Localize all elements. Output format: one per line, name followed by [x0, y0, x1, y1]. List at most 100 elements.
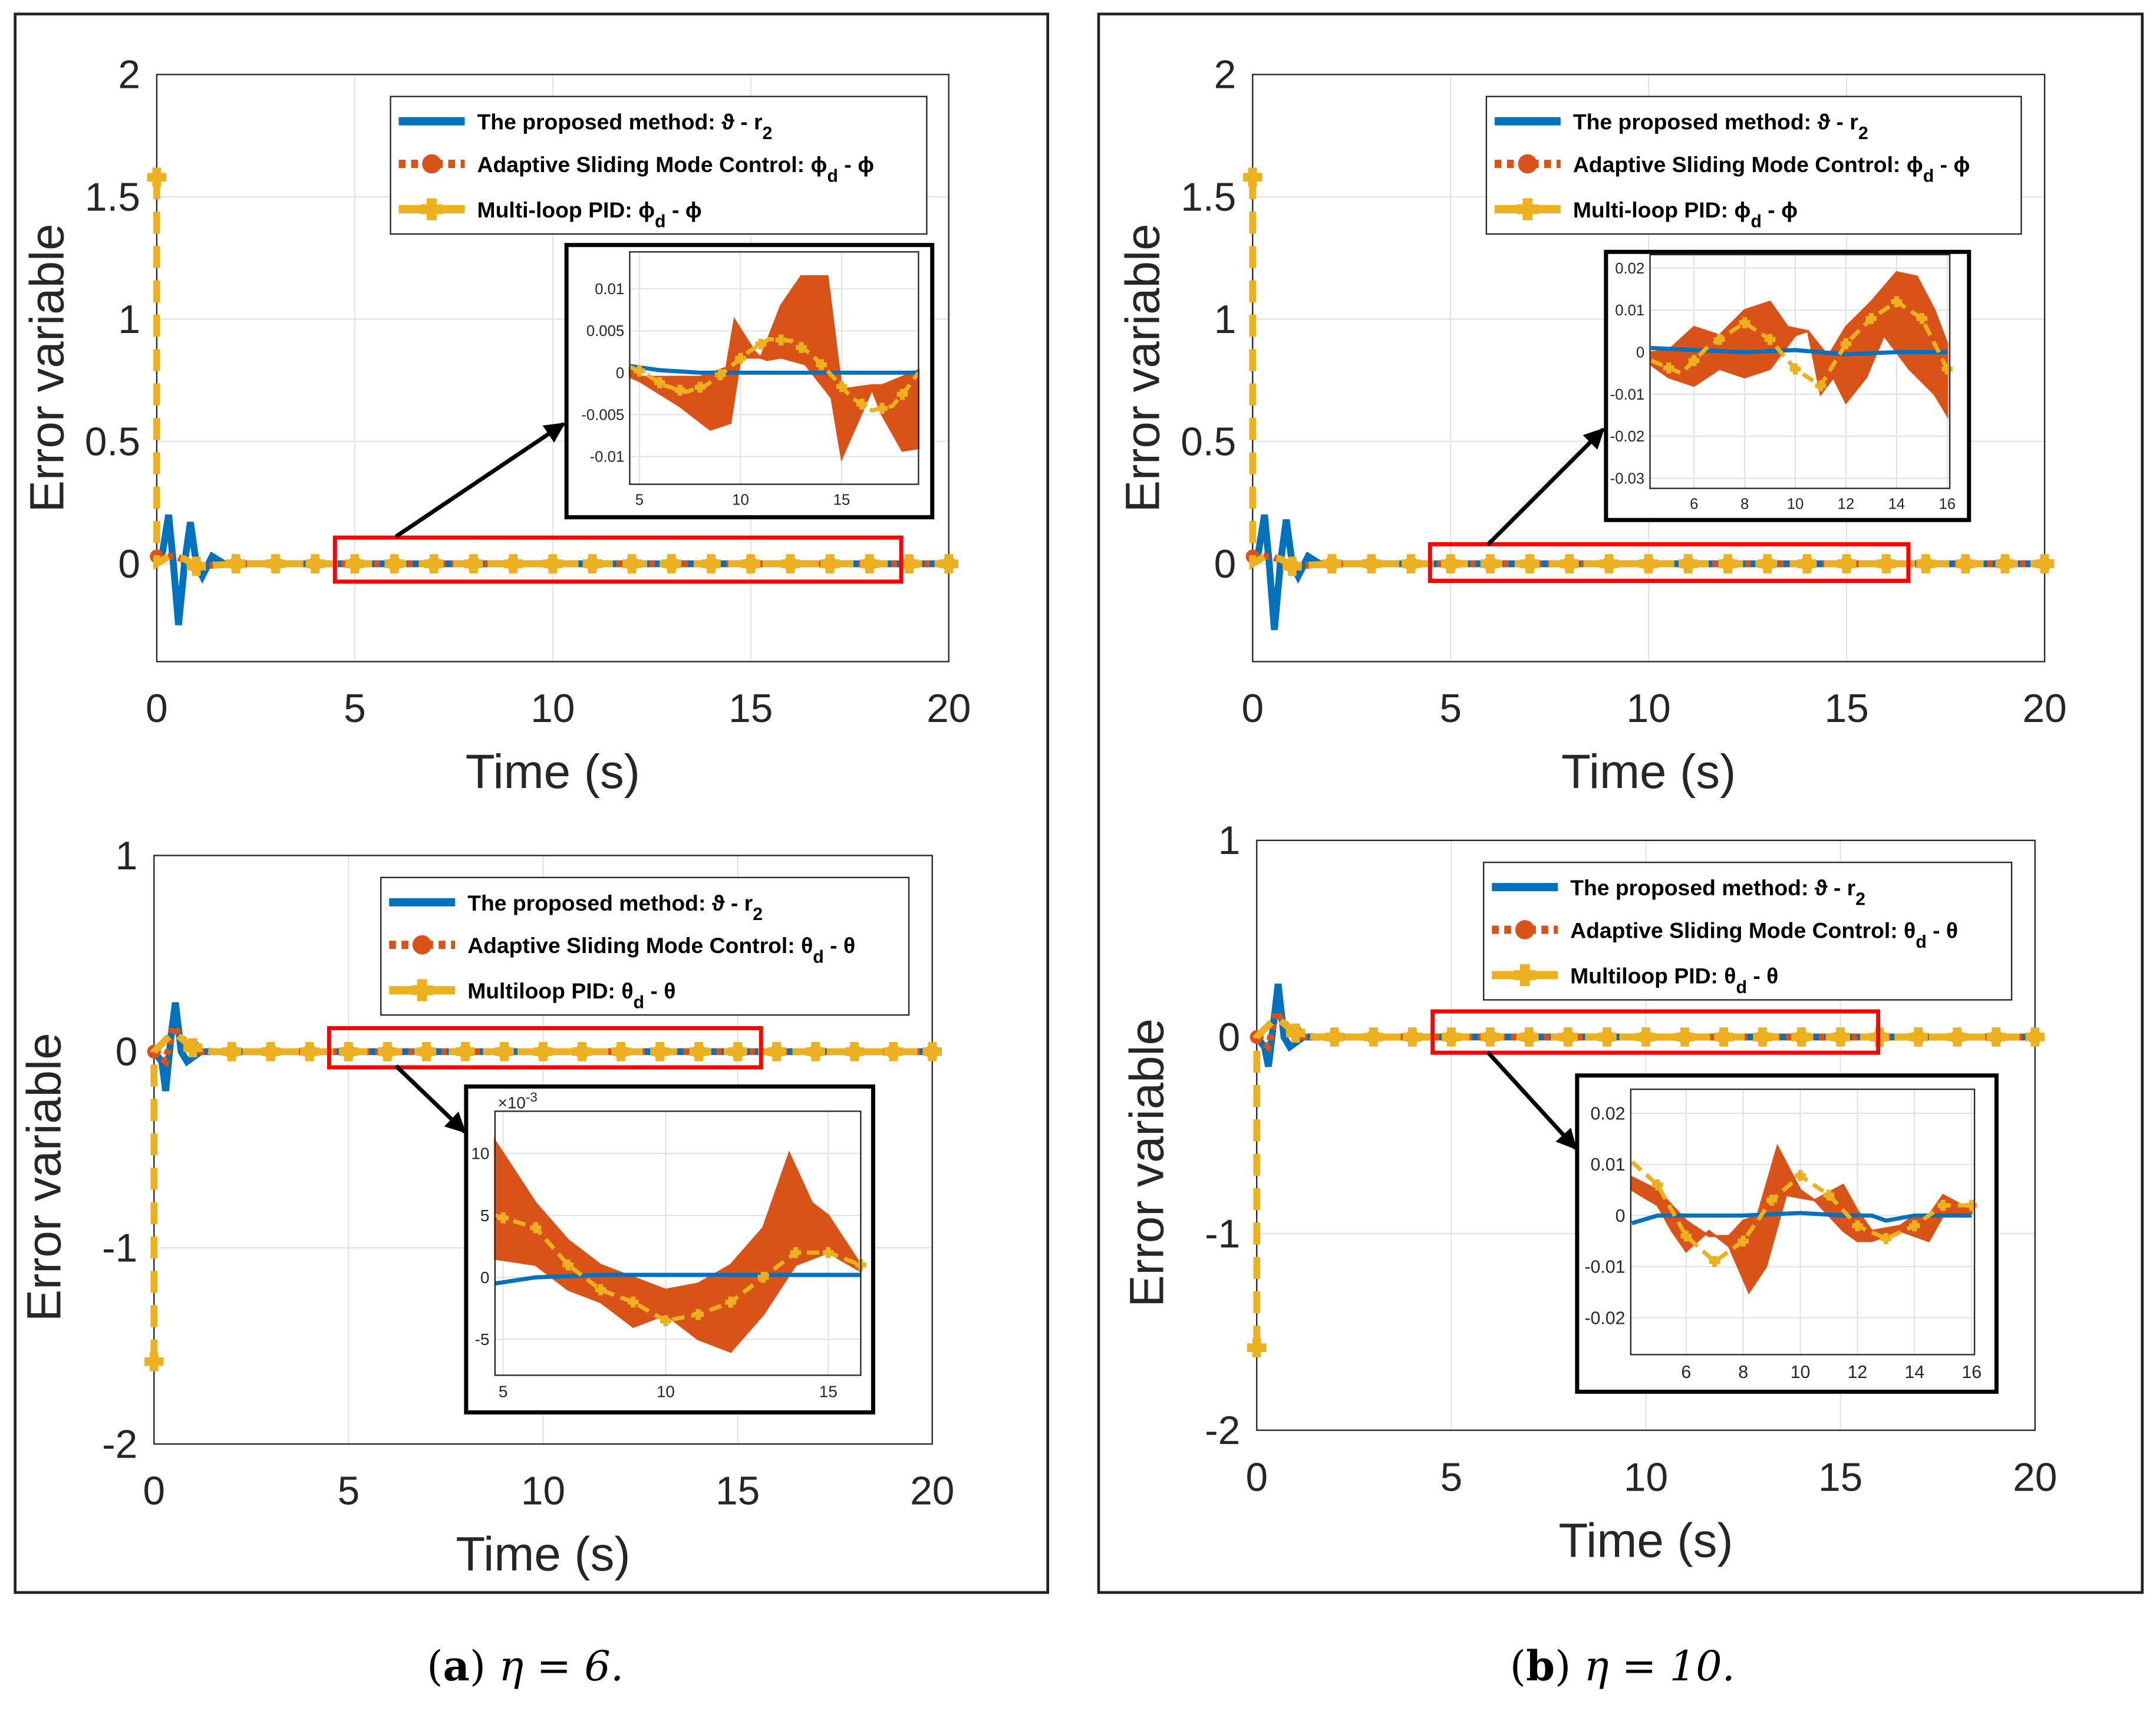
legend-text: The proposed method: ϑ - r [477, 110, 763, 134]
legend-tail: - θ [644, 978, 675, 1003]
inset-y-tick-label: 0 [1636, 344, 1644, 361]
y-tick-label: 1 [1218, 819, 1241, 863]
legend-subscript: d [827, 166, 838, 186]
exponent-power: -3 [526, 1090, 538, 1105]
marker-pid [533, 1041, 553, 1061]
marker-pid [266, 554, 285, 573]
marker-pid [1520, 554, 1539, 573]
legend-tail: - θ [1747, 963, 1778, 988]
inset-marker-pid [725, 1296, 737, 1308]
inset-y-tick-label: 0.02 [1615, 261, 1644, 277]
zoom-arrow [1486, 427, 1605, 546]
inset-x-tick-label: 12 [1848, 1363, 1868, 1382]
legend-tail: - ϕ [1934, 152, 1970, 177]
series-proposed [153, 514, 949, 625]
marker-pid [884, 1041, 904, 1061]
legend-subscript: d [655, 212, 666, 231]
legend-marker-asmc [422, 154, 441, 174]
legend-text: Multiloop PID: θ [1570, 963, 1736, 988]
inset-x-tick-label: 10 [1791, 1363, 1811, 1382]
inset-series-asmc [1650, 271, 1949, 419]
x-axis-label: Time (s) [1561, 745, 1736, 799]
x-axis-label: Time (s) [1558, 1514, 1733, 1567]
marker-pid [1675, 1027, 1695, 1047]
inset-exponent-label: ×10-3 [498, 1090, 538, 1112]
x-tick-label: 15 [1818, 1455, 1862, 1499]
legend-tail: - ϕ [1762, 197, 1798, 222]
x-tick-label: 10 [530, 687, 575, 731]
marker-pid [345, 554, 365, 573]
inset-x-tick-label: 12 [1838, 496, 1855, 513]
marker-pid [1324, 1027, 1344, 1047]
inset-marker-pid [1663, 362, 1674, 374]
y-axis-label: Error variable [1120, 1018, 1174, 1307]
inset-y-tick-label: 5 [480, 1206, 490, 1225]
marker-pid [1792, 1027, 1811, 1047]
inset-series-pid [1650, 299, 1949, 389]
marker-pid [226, 554, 246, 573]
x-tick-label: 5 [338, 1469, 360, 1514]
inset-marker-pid [530, 1222, 542, 1234]
legend-entry-proposed: The proposed method: ϑ - r2 [1570, 875, 1865, 909]
x-tick-label: 20 [2013, 1455, 2057, 1499]
legend-entry-asmc: Adaptive Sliding Mode Control: θd - θ [467, 933, 855, 967]
y-tick-label: 2 [118, 53, 140, 97]
inset-y-tick-label: 0.02 [1590, 1104, 1625, 1123]
marker-pid [701, 554, 721, 573]
inset-zoom-b-top: 6 8 10 12 14 16 0.02 0.01 0 -0.01 -0.02 -0.03 [1604, 249, 1972, 522]
inset-marker-pid [595, 1284, 606, 1295]
marker-pid [300, 1041, 319, 1061]
series-pid [1249, 177, 2045, 570]
inset-marker-pid [1688, 355, 1700, 367]
inset-marker-pid [1652, 1179, 1663, 1191]
legend-entry-asmc: Adaptive Sliding Mode Control: θd - θ [1570, 918, 1958, 951]
legend-box [390, 95, 928, 235]
marker-pid [305, 554, 325, 573]
panel-b-frame [1097, 12, 2144, 1594]
inset-y-tick-label: -5 [475, 1330, 490, 1349]
marker-pid [1481, 1027, 1500, 1047]
inset-zoom-b-bottom: 6 8 10 12 14 16 0.02 0.01 0 -0.01 -0.02 [1575, 1073, 1999, 1394]
y-tick-label: -2 [1205, 1409, 1240, 1453]
y-axis-label: Error variable [1116, 223, 1170, 512]
marker-pid [1679, 554, 1698, 573]
marker-pid [378, 1041, 397, 1061]
inset-x-tick-label: 16 [1939, 496, 1956, 513]
inset-x-tick-label: 5 [499, 1383, 508, 1401]
inset-x-tick-label: 14 [1888, 496, 1906, 513]
marker-pid [1986, 1027, 2006, 1047]
inset-marker-pid [497, 1212, 509, 1224]
marker-pid [384, 554, 404, 573]
marker-pid [1758, 554, 1778, 573]
inset-series-pid [494, 1213, 862, 1323]
marker-pid [622, 554, 642, 573]
x-tick-label: 15 [1824, 687, 1868, 731]
marker-pid [1440, 554, 1461, 573]
y-tick-label: 0.5 [1181, 420, 1236, 464]
legend-subscript: d [1923, 166, 1934, 186]
x-tick-label: 20 [2022, 687, 2066, 731]
inset-marker-pid [627, 1296, 639, 1308]
y-tick-label: 1 [1214, 298, 1237, 342]
inset-marker-pid [796, 342, 807, 353]
marker-pid [464, 554, 483, 573]
x-tick-label: 10 [521, 1469, 565, 1514]
inset-axes-box [1649, 253, 1951, 489]
legend-marker-asmc [1518, 154, 1538, 174]
inset-marker-pid [876, 403, 888, 414]
legend-text: Multi-loop PID: ϕ [477, 197, 655, 222]
inset-marker-pid [1766, 1195, 1778, 1206]
y-tick-label: 2 [1214, 53, 1237, 97]
legend-text: Adaptive Sliding Mode Control: θ [467, 933, 813, 958]
series-pid [150, 1027, 932, 1362]
marker-pid [1242, 167, 1262, 187]
marker-pid [845, 1041, 864, 1061]
caption-a-text: η = 6. [499, 1642, 624, 1690]
caption-b: (b) η = 10. [1510, 1641, 1735, 1690]
inset-marker-pid [1713, 334, 1725, 345]
marker-pid [1599, 554, 1619, 573]
legend: The proposed method: ϑ - r2 Adaptive Slid… [390, 95, 928, 235]
inset-marker-pid [660, 1315, 671, 1327]
